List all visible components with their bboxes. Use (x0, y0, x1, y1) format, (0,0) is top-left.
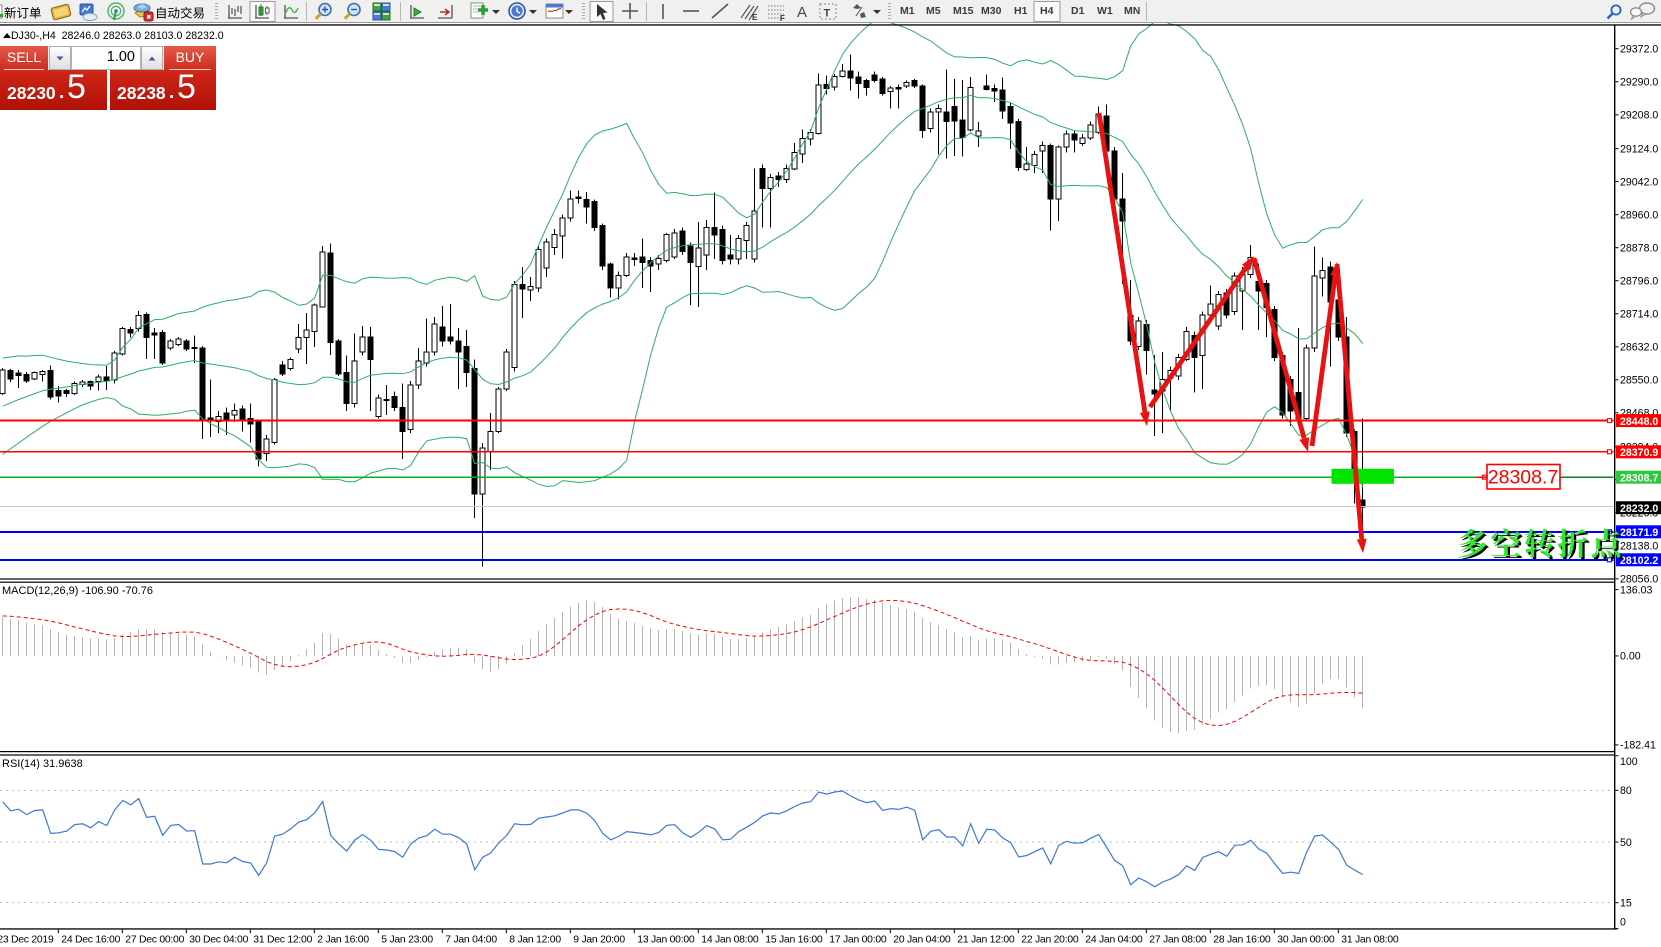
svg-text:29290.0: 29290.0 (1620, 77, 1658, 89)
svg-text:28878.0: 28878.0 (1620, 243, 1658, 255)
svg-text:E: E (752, 13, 758, 22)
svg-text:7 Jan 04:00: 7 Jan 04:00 (445, 935, 497, 946)
svg-text:28714.0: 28714.0 (1620, 309, 1658, 321)
svg-text:28796.0: 28796.0 (1620, 276, 1658, 288)
svg-text:9 Jan 20:00: 9 Jan 20:00 (573, 935, 625, 946)
svg-text:28171.9: 28171.9 (1620, 527, 1658, 539)
svg-text:-182.41: -182.41 (1620, 740, 1656, 752)
svg-text:31 Jan 08:00: 31 Jan 08:00 (1341, 935, 1399, 946)
svg-text:29124.0: 29124.0 (1620, 143, 1658, 155)
svg-text:14 Jan 08:00: 14 Jan 08:00 (701, 935, 759, 946)
svg-text:28 Jan 16:00: 28 Jan 16:00 (1213, 935, 1271, 946)
svg-text:0: 0 (1620, 916, 1626, 928)
svg-text:28138.0: 28138.0 (1620, 541, 1658, 553)
svg-text:30 Dec 04:00: 30 Dec 04:00 (189, 935, 248, 946)
svg-text:15 Jan 16:00: 15 Jan 16:00 (765, 935, 823, 946)
svg-text:8 Jan 12:00: 8 Jan 12:00 (509, 935, 561, 946)
svg-text:21 Jan 12:00: 21 Jan 12:00 (957, 935, 1015, 946)
svg-text:50: 50 (1620, 837, 1632, 849)
svg-text:28308.7: 28308.7 (1488, 467, 1559, 489)
svg-text:136.03: 136.03 (1620, 584, 1653, 596)
svg-text:2 Jan 16:00: 2 Jan 16:00 (317, 935, 369, 946)
svg-text:100: 100 (1620, 756, 1638, 768)
svg-text:24 Jan 04:00: 24 Jan 04:00 (1085, 935, 1143, 946)
svg-text:28550.0: 28550.0 (1620, 375, 1658, 387)
svg-text:5 Jan 23:00: 5 Jan 23:00 (381, 935, 433, 946)
svg-text:28370.9: 28370.9 (1620, 447, 1658, 459)
svg-text:A: A (797, 4, 807, 21)
svg-text:28632.0: 28632.0 (1620, 342, 1658, 354)
svg-text:F: F (780, 14, 785, 23)
svg-text:28308.7: 28308.7 (1620, 472, 1658, 484)
svg-text:28448.0: 28448.0 (1620, 416, 1658, 428)
svg-text:17 Jan 00:00: 17 Jan 00:00 (829, 935, 887, 946)
svg-text:24 Dec 16:00: 24 Dec 16:00 (61, 935, 120, 946)
svg-text:28960.0: 28960.0 (1620, 210, 1658, 222)
svg-text:13 Jan 00:00: 13 Jan 00:00 (637, 935, 695, 946)
svg-text:29208.0: 29208.0 (1620, 110, 1658, 122)
svg-text:80: 80 (1620, 785, 1632, 797)
svg-text:29372.0: 29372.0 (1620, 44, 1658, 56)
svg-text:29042.0: 29042.0 (1620, 176, 1658, 188)
svg-text:T: T (824, 8, 831, 20)
svg-text:28056.0: 28056.0 (1620, 574, 1658, 586)
svg-text:27 Dec 00:00: 27 Dec 00:00 (125, 935, 184, 946)
svg-text:23 Dec 2019: 23 Dec 2019 (0, 935, 54, 946)
svg-text:28102.2: 28102.2 (1620, 555, 1658, 567)
svg-text:27 Jan 08:00: 27 Jan 08:00 (1149, 935, 1207, 946)
svg-text:31 Dec 12:00: 31 Dec 12:00 (253, 935, 312, 946)
svg-text:28232.0: 28232.0 (1620, 503, 1658, 515)
svg-text:15: 15 (1620, 898, 1632, 910)
svg-text:0.00: 0.00 (1620, 651, 1641, 663)
svg-text:30 Jan 00:00: 30 Jan 00:00 (1277, 935, 1335, 946)
svg-text:20 Jan 04:00: 20 Jan 04:00 (893, 935, 951, 946)
svg-text:22 Jan 20:00: 22 Jan 20:00 (1021, 935, 1079, 946)
